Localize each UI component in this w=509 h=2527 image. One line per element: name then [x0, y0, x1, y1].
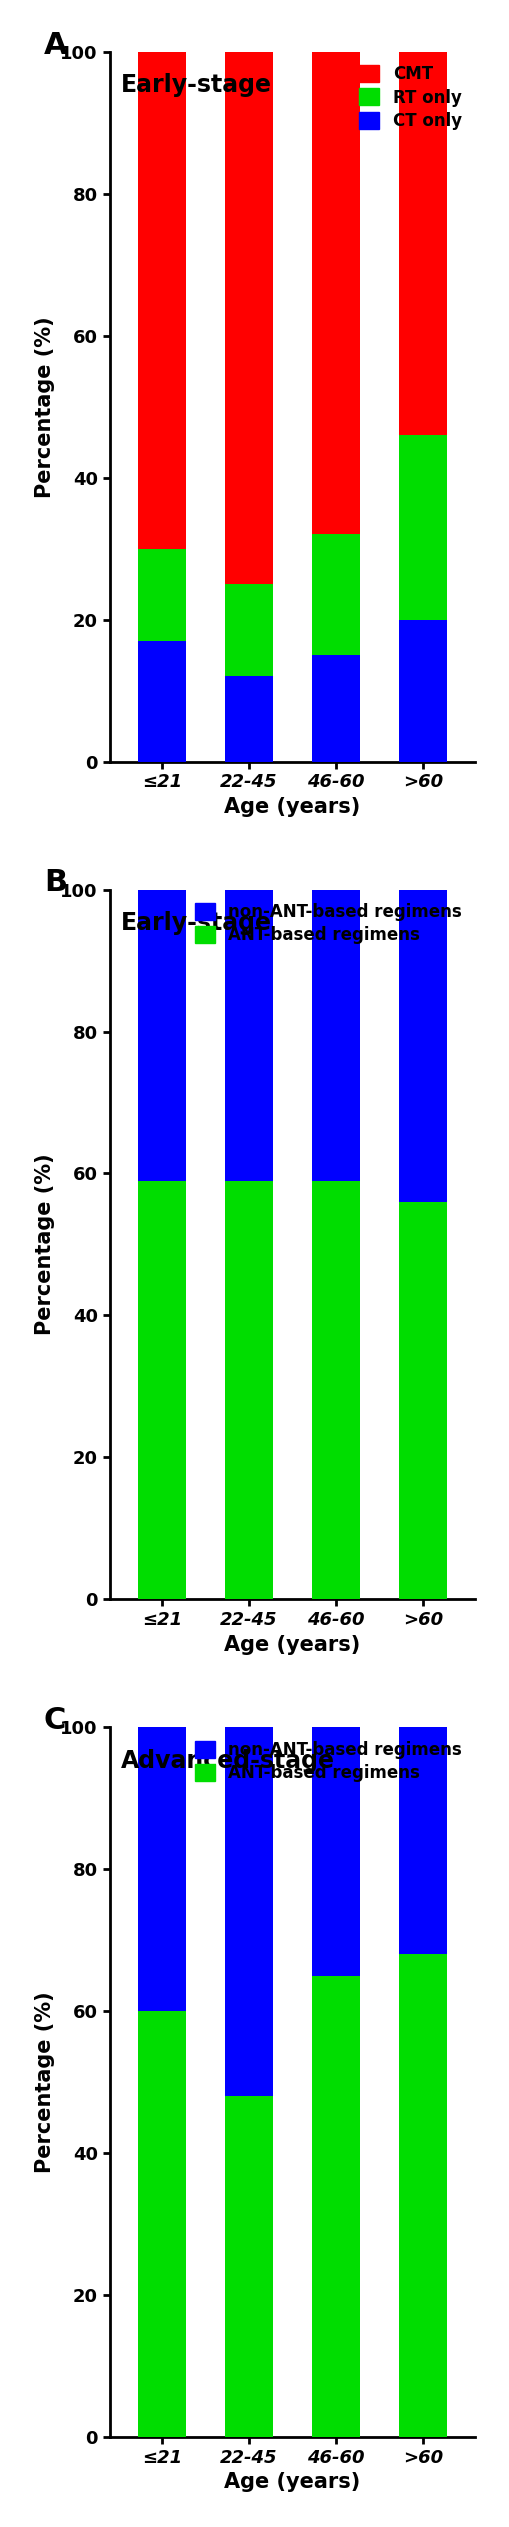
Text: Early-stage: Early-stage — [120, 910, 271, 935]
Bar — [312, 53, 359, 533]
Bar — [137, 53, 185, 548]
Bar — [137, 2011, 185, 2436]
Bar — [399, 890, 446, 1203]
X-axis label: Age (years): Age (years) — [224, 796, 360, 816]
Y-axis label: Percentage (%): Percentage (%) — [35, 1155, 54, 1334]
Bar — [312, 533, 359, 654]
Bar — [224, 1728, 272, 2097]
Bar — [224, 584, 272, 677]
Bar — [399, 435, 446, 619]
Bar — [312, 890, 359, 1180]
Y-axis label: Percentage (%): Percentage (%) — [35, 1991, 54, 2173]
Legend: CMT, RT only, CT only: CMT, RT only, CT only — [354, 61, 466, 134]
Text: Advanced-stage: Advanced-stage — [120, 1749, 334, 1771]
Bar — [399, 1728, 446, 1953]
Text: B: B — [44, 869, 67, 897]
Bar — [224, 53, 272, 584]
Bar — [137, 890, 185, 1180]
Bar — [312, 654, 359, 761]
Bar — [137, 548, 185, 642]
X-axis label: Age (years): Age (years) — [224, 2471, 360, 2492]
Bar — [137, 642, 185, 761]
Y-axis label: Percentage (%): Percentage (%) — [35, 316, 54, 498]
Bar — [224, 1180, 272, 1600]
Text: A: A — [44, 30, 67, 61]
Bar — [312, 1180, 359, 1600]
Legend: non-ANT-based regimens, ANT-based regimens: non-ANT-based regimens, ANT-based regime… — [189, 1736, 466, 1787]
Bar — [137, 1180, 185, 1600]
Legend: non-ANT-based regimens, ANT-based regimens: non-ANT-based regimens, ANT-based regime… — [189, 897, 466, 950]
Bar — [224, 890, 272, 1180]
Bar — [224, 2097, 272, 2436]
Bar — [224, 677, 272, 761]
Text: Early-stage: Early-stage — [120, 73, 271, 96]
Bar — [399, 53, 446, 435]
Bar — [399, 1203, 446, 1600]
Bar — [399, 1953, 446, 2436]
X-axis label: Age (years): Age (years) — [224, 1635, 360, 1655]
Bar — [312, 1728, 359, 1976]
Bar — [137, 1728, 185, 2011]
Text: C: C — [44, 1706, 66, 1736]
Bar — [399, 619, 446, 761]
Bar — [312, 1976, 359, 2436]
